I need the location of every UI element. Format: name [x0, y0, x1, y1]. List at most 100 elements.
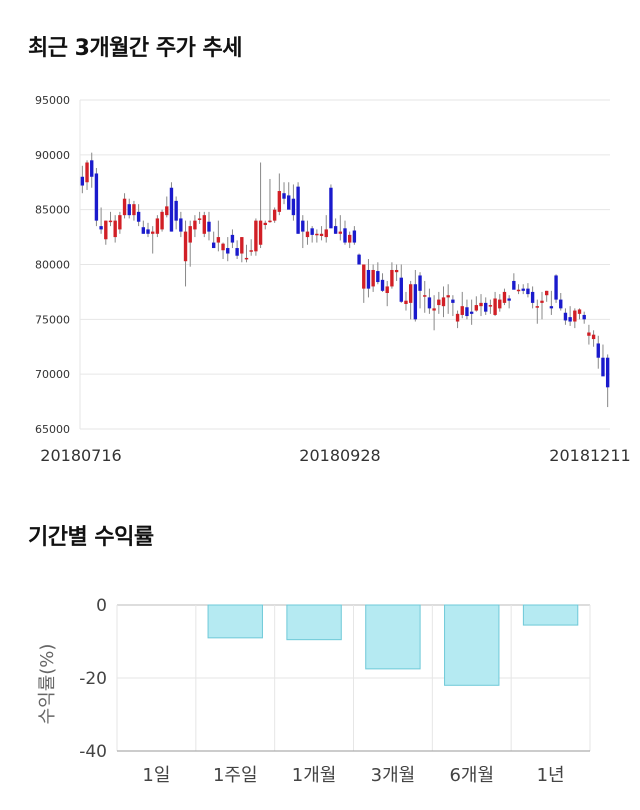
- candle-body-down: [554, 275, 558, 300]
- candle-body-down: [179, 218, 183, 232]
- candle: [446, 284, 450, 314]
- candle-body-down: [469, 311, 474, 314]
- candle: [399, 264, 403, 303]
- candle: [151, 226, 155, 254]
- candle: [404, 291, 408, 311]
- candle: [507, 295, 511, 309]
- candle: [263, 220, 267, 230]
- candle-body-up: [188, 226, 192, 243]
- candle: [85, 160, 89, 190]
- candle-body-up: [348, 234, 352, 243]
- candle-body-up: [474, 305, 479, 311]
- candle-body-down: [568, 317, 572, 322]
- candle-body-up: [540, 300, 544, 303]
- candle-body-down: [343, 228, 347, 243]
- candle-body-up: [498, 299, 502, 309]
- candle-body-up: [516, 289, 521, 292]
- candle-body-up: [104, 220, 108, 240]
- x-tick-label: 3개월: [371, 765, 416, 786]
- y-tick-label: 80000: [35, 259, 70, 272]
- candle: [104, 220, 108, 245]
- candle: [197, 211, 202, 224]
- candle: [296, 182, 300, 234]
- candle: [136, 204, 141, 227]
- candle: [348, 231, 352, 249]
- y-tick-label: 70000: [35, 368, 70, 381]
- candle-body-down: [413, 284, 418, 320]
- candle-body-up: [151, 231, 155, 234]
- candle-body-down: [296, 186, 300, 234]
- candle-body-down: [174, 200, 178, 221]
- return-bar: [444, 604, 500, 686]
- candle: [202, 211, 206, 238]
- returns-bar-chart: 0 -20 -40 1일 1주일 1개월 3개월 6개월 1년 수익률(%): [37, 596, 591, 786]
- candle: [530, 286, 535, 309]
- x-tick-label: 1주일: [213, 765, 258, 786]
- x-tick-label: 20181211: [549, 446, 630, 465]
- y-axis-label: 수익률(%): [37, 644, 58, 725]
- candle: [502, 288, 507, 306]
- candle-body-up: [108, 220, 113, 223]
- candle-body-up: [338, 231, 342, 234]
- candle: [582, 311, 586, 324]
- candle-body-up: [390, 269, 394, 287]
- candle: [230, 229, 235, 249]
- candle-body-down: [399, 277, 403, 302]
- y-tick-label: 85000: [35, 204, 70, 217]
- candle: [413, 269, 418, 322]
- candle-body-up: [573, 310, 577, 322]
- candle-body-down: [207, 221, 211, 232]
- candle-body-up: [132, 204, 136, 216]
- x-tick-label: 20180928: [299, 446, 380, 465]
- candle-body-up: [249, 250, 253, 252]
- candle: [605, 354, 610, 408]
- candle: [390, 262, 394, 289]
- candle-body-up: [85, 162, 89, 183]
- candle: [179, 211, 183, 238]
- candle: [132, 200, 136, 221]
- candle: [493, 291, 497, 317]
- candle-body-down: [366, 269, 371, 289]
- candle: [512, 273, 516, 290]
- candle-body-up: [437, 299, 441, 306]
- candle: [122, 193, 127, 219]
- candle: [568, 306, 572, 326]
- candle: [324, 215, 328, 243]
- candle-body-down: [80, 176, 85, 186]
- candle: [258, 162, 263, 249]
- candle-body-up: [277, 191, 282, 212]
- x-tick-label: 1개월: [292, 765, 337, 786]
- candle-body-up: [493, 298, 497, 315]
- candle: [118, 211, 122, 234]
- candle-body-down: [169, 187, 174, 232]
- candle-body-up: [118, 215, 122, 230]
- candle-body-up: [122, 198, 127, 216]
- candle: [183, 220, 188, 287]
- candle-body-down: [310, 228, 314, 235]
- candle-body-up: [455, 313, 460, 322]
- candle: [108, 211, 113, 227]
- candle-body-down: [418, 275, 422, 291]
- candle-body-down: [282, 193, 286, 199]
- candle-body-up: [371, 269, 375, 287]
- candle-body-up: [216, 237, 221, 243]
- candle-body-down: [352, 230, 357, 243]
- y-tick-label: 65000: [35, 423, 70, 436]
- candle: [380, 273, 385, 292]
- candle-body-up: [155, 218, 160, 234]
- candle-body-down: [521, 288, 525, 291]
- candle: [451, 295, 455, 317]
- candle-body-down: [451, 299, 455, 303]
- candle-body-down: [146, 229, 150, 234]
- candle-body-down: [333, 226, 338, 234]
- candle-body-down: [512, 280, 516, 290]
- candle: [277, 173, 282, 216]
- candle: [80, 165, 85, 194]
- candle: [469, 299, 474, 325]
- candle: [338, 215, 342, 241]
- candle-body-up: [404, 300, 408, 304]
- candle-body-down: [235, 248, 239, 256]
- candle-body-up: [591, 334, 596, 340]
- candle-body-up: [441, 297, 446, 307]
- candle: [216, 220, 221, 252]
